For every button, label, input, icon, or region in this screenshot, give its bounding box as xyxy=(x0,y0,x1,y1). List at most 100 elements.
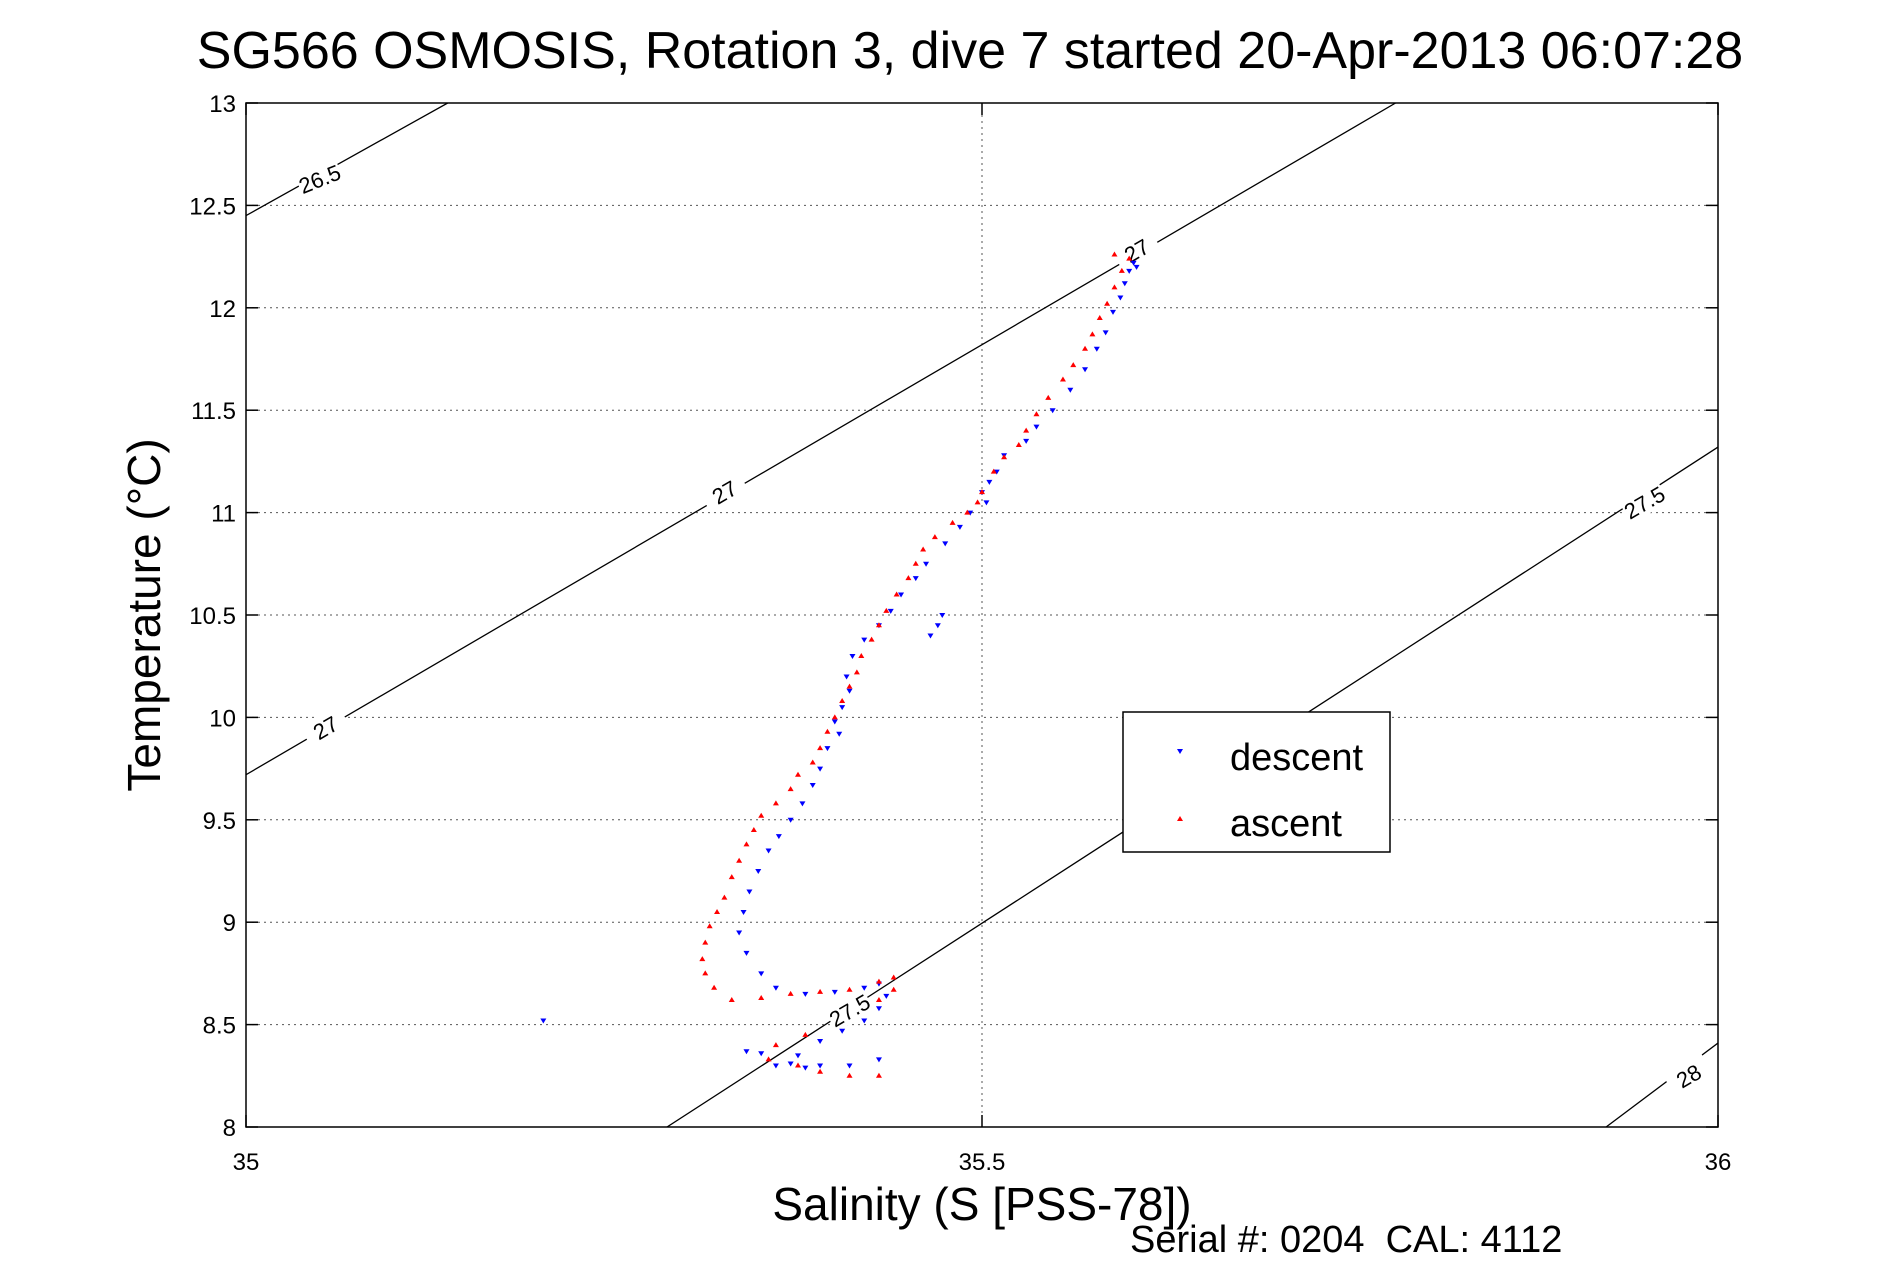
descent-point xyxy=(923,561,930,567)
ascent-point xyxy=(949,519,956,525)
ascent-point xyxy=(853,669,860,675)
ascent-point xyxy=(1111,284,1118,290)
ascent-point xyxy=(817,745,824,751)
descent-point xyxy=(846,688,853,694)
descent-point xyxy=(1133,264,1140,270)
ascent-point xyxy=(1023,427,1030,433)
ascent-point xyxy=(1111,251,1118,257)
contour-label-gap xyxy=(698,468,750,514)
descent-point xyxy=(956,524,963,530)
ascent-point xyxy=(875,1072,882,1078)
ascent-point xyxy=(1015,442,1022,448)
ascent-point xyxy=(699,956,706,962)
legend-ascent-label: ascent xyxy=(1230,803,1342,845)
ascent-point xyxy=(711,984,718,990)
descent-point xyxy=(1082,367,1089,373)
ascent-point xyxy=(787,786,794,792)
legend-descent-marker xyxy=(1177,749,1183,754)
contour-label-gap xyxy=(1110,227,1162,272)
ascent-point xyxy=(758,994,765,1000)
descent-point xyxy=(743,950,750,956)
contour-line-26.5 xyxy=(246,103,449,217)
ascent-point xyxy=(893,591,900,597)
descent-point xyxy=(831,719,838,725)
descent-point xyxy=(817,766,824,772)
ascent-point xyxy=(1096,315,1103,321)
ascent-point xyxy=(1126,255,1133,261)
descent-point xyxy=(1023,438,1030,444)
descent-point xyxy=(758,1051,765,1057)
descent-point xyxy=(875,1057,882,1063)
y-tick-label: 9 xyxy=(223,910,236,937)
ascent-point xyxy=(728,997,735,1003)
ascent-point xyxy=(728,874,735,880)
descent-point xyxy=(1102,330,1109,336)
descent-point xyxy=(1033,424,1040,430)
ascent-point xyxy=(714,908,721,914)
descent-point xyxy=(843,674,850,680)
ascent-point xyxy=(758,812,765,818)
ascent-point xyxy=(875,978,882,984)
y-tick-label: 13 xyxy=(209,91,236,118)
ascent-point xyxy=(1001,454,1008,460)
descent-point xyxy=(772,1063,779,1069)
legend-descent-label: descent xyxy=(1230,737,1364,779)
descent-point xyxy=(887,608,894,614)
ascent-point xyxy=(1082,345,1089,351)
descent-point xyxy=(942,541,949,547)
ascent-point xyxy=(858,652,865,658)
x-tick-label: 35.5 xyxy=(959,1149,1006,1176)
legend-box xyxy=(1122,711,1391,853)
serial-cal-footer: Serial #: 0204 CAL: 4112 xyxy=(1130,1219,1562,1261)
descent-point xyxy=(875,1006,882,1012)
descent-point xyxy=(775,834,782,840)
descent-point xyxy=(540,1018,547,1024)
descent-point xyxy=(772,985,779,991)
ascent-point xyxy=(920,546,927,552)
descent-point xyxy=(758,971,765,977)
y-tick-label: 12.5 xyxy=(189,193,236,220)
y-tick-label: 10.5 xyxy=(189,603,236,630)
descent-point xyxy=(831,989,838,995)
ascent-point xyxy=(817,988,824,994)
descent-point xyxy=(846,1063,853,1069)
descent-point xyxy=(787,1061,794,1067)
descent-point xyxy=(736,930,743,936)
x-tick-label: 35 xyxy=(233,1149,260,1176)
ascent-point xyxy=(1033,411,1040,417)
descent-point xyxy=(765,848,772,854)
descent-point xyxy=(912,576,919,582)
ascent-point xyxy=(795,1062,801,1068)
descent-point xyxy=(1121,281,1128,287)
descent-point xyxy=(743,1049,750,1055)
descent-point xyxy=(1110,309,1117,315)
ascent-point xyxy=(868,636,875,642)
contour-label-gap xyxy=(1662,1052,1714,1098)
ascent-point xyxy=(809,759,816,765)
descent-point xyxy=(927,633,934,639)
descent-point xyxy=(802,991,809,997)
descent-point xyxy=(802,1065,809,1071)
ascent-point xyxy=(839,698,846,704)
y-tick-label: 10 xyxy=(209,705,236,732)
contour-label-gap xyxy=(823,987,875,1032)
descent-point xyxy=(1117,295,1124,301)
y-tick-label: 11 xyxy=(211,501,236,528)
descent-point xyxy=(1093,346,1100,352)
legend: descent ascent xyxy=(1122,711,1391,853)
y-tick-label: 8.5 xyxy=(203,1013,236,1040)
ascent-point xyxy=(964,509,971,515)
ascent-point xyxy=(931,534,938,540)
ascent-point xyxy=(890,974,897,980)
ascent-point xyxy=(831,714,838,720)
descent-point xyxy=(799,801,806,807)
ascent-point xyxy=(1045,394,1052,400)
descent-point xyxy=(861,985,868,991)
ascent-point xyxy=(802,1031,809,1037)
contour-label-gap xyxy=(293,157,345,199)
ascent-point xyxy=(890,986,897,992)
ascent-point xyxy=(1070,362,1077,368)
descent-point xyxy=(817,1038,824,1044)
descent-point xyxy=(1067,387,1074,393)
